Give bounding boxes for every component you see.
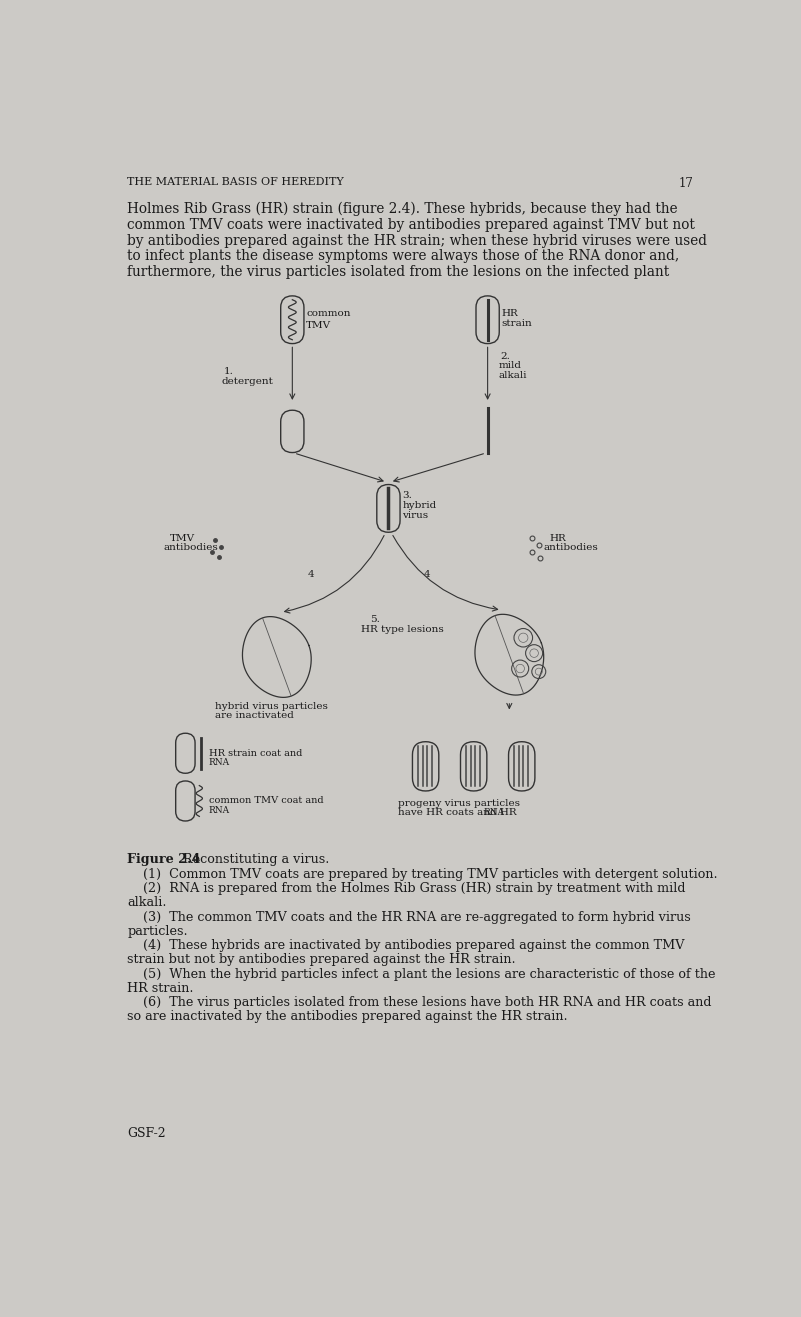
Text: progeny virus particles: progeny virus particles [399, 798, 521, 807]
Text: common TMV coats were inactivated by antibodies prepared against TMV but not: common TMV coats were inactivated by ant… [127, 217, 695, 232]
FancyBboxPatch shape [509, 741, 535, 792]
Text: alkali: alkali [498, 370, 527, 379]
Text: Figure 2.4: Figure 2.4 [127, 853, 200, 867]
Text: so are inactivated by the antibodies prepared against the HR strain.: so are inactivated by the antibodies pre… [127, 1010, 568, 1023]
Text: have HR coats and HR: have HR coats and HR [399, 807, 521, 817]
FancyBboxPatch shape [175, 781, 195, 820]
Text: HR: HR [501, 309, 518, 317]
Text: antibodies: antibodies [163, 543, 219, 552]
Text: hybrid: hybrid [402, 500, 437, 510]
Text: THE MATERIAL BASIS OF HEREDITY: THE MATERIAL BASIS OF HEREDITY [127, 178, 344, 187]
Text: particles.: particles. [127, 925, 188, 938]
Text: HR type lesions: HR type lesions [360, 624, 443, 633]
Text: 3.: 3. [402, 491, 413, 500]
Text: antibodies: antibodies [543, 543, 598, 552]
Text: TMV: TMV [170, 533, 195, 543]
Text: by antibodies prepared against the HR strain; when these hybrid viruses were use: by antibodies prepared against the HR st… [127, 233, 707, 248]
Text: furthermore, the virus particles isolated from the lesions on the infected plant: furthermore, the virus particles isolate… [127, 265, 670, 279]
Text: 5.: 5. [370, 615, 380, 624]
FancyBboxPatch shape [175, 734, 195, 773]
Text: RNA: RNA [208, 757, 230, 766]
Text: Holmes Rib Grass (HR) strain (figure 2.4). These hybrids, because they had the: Holmes Rib Grass (HR) strain (figure 2.4… [127, 202, 678, 216]
Text: hybrid virus particles: hybrid virus particles [215, 702, 328, 711]
Text: mild: mild [498, 361, 521, 370]
FancyBboxPatch shape [376, 485, 400, 532]
Text: RNA: RNA [484, 807, 505, 817]
Text: Reconstituting a virus.: Reconstituting a virus. [175, 853, 330, 867]
Text: 2.: 2. [500, 352, 510, 361]
Text: GSF-2: GSF-2 [127, 1127, 166, 1139]
Text: (2)  RNA is prepared from the Holmes Rib Grass (HR) strain by treatment with mil: (2) RNA is prepared from the Holmes Rib … [127, 882, 686, 896]
Text: 4: 4 [424, 570, 431, 579]
Text: HR strain.: HR strain. [127, 982, 194, 994]
FancyBboxPatch shape [413, 741, 439, 792]
Text: strain but not by antibodies prepared against the HR strain.: strain but not by antibodies prepared ag… [127, 954, 516, 967]
Text: common: common [306, 309, 351, 317]
Text: (3)  The common TMV coats and the HR RNA are re-aggregated to form hybrid virus: (3) The common TMV coats and the HR RNA … [127, 911, 691, 923]
FancyBboxPatch shape [280, 410, 304, 453]
Text: virus: virus [402, 511, 429, 520]
Text: TMV: TMV [306, 320, 332, 329]
Text: HR: HR [549, 533, 566, 543]
Text: RNA: RNA [208, 806, 230, 815]
Text: 1.: 1. [224, 367, 234, 377]
Text: (1)  Common TMV coats are prepared by treating TMV particles with detergent solu: (1) Common TMV coats are prepared by tre… [127, 868, 718, 881]
Text: common TMV coat and: common TMV coat and [208, 797, 326, 806]
Text: detergent: detergent [222, 377, 274, 386]
Text: to infect plants the disease symptoms were always those of the RNA donor and,: to infect plants the disease symptoms we… [127, 249, 679, 263]
FancyBboxPatch shape [280, 296, 304, 344]
FancyBboxPatch shape [461, 741, 487, 792]
Text: (6)  The virus particles isolated from these lesions have both HR RNA and HR coa: (6) The virus particles isolated from th… [127, 996, 712, 1009]
Text: (4)  These hybrids are inactivated by antibodies prepared against the common TMV: (4) These hybrids are inactivated by ant… [127, 939, 685, 952]
Text: 17: 17 [679, 178, 694, 190]
Text: 4: 4 [308, 570, 315, 579]
Text: alkali.: alkali. [127, 897, 167, 910]
Text: HR strain coat and: HR strain coat and [208, 748, 305, 757]
Text: strain: strain [501, 319, 533, 328]
FancyBboxPatch shape [476, 296, 499, 344]
Text: (5)  When the hybrid particles infect a plant the lesions are characteristic of : (5) When the hybrid particles infect a p… [127, 968, 716, 981]
Text: are inactivated: are inactivated [215, 711, 294, 720]
